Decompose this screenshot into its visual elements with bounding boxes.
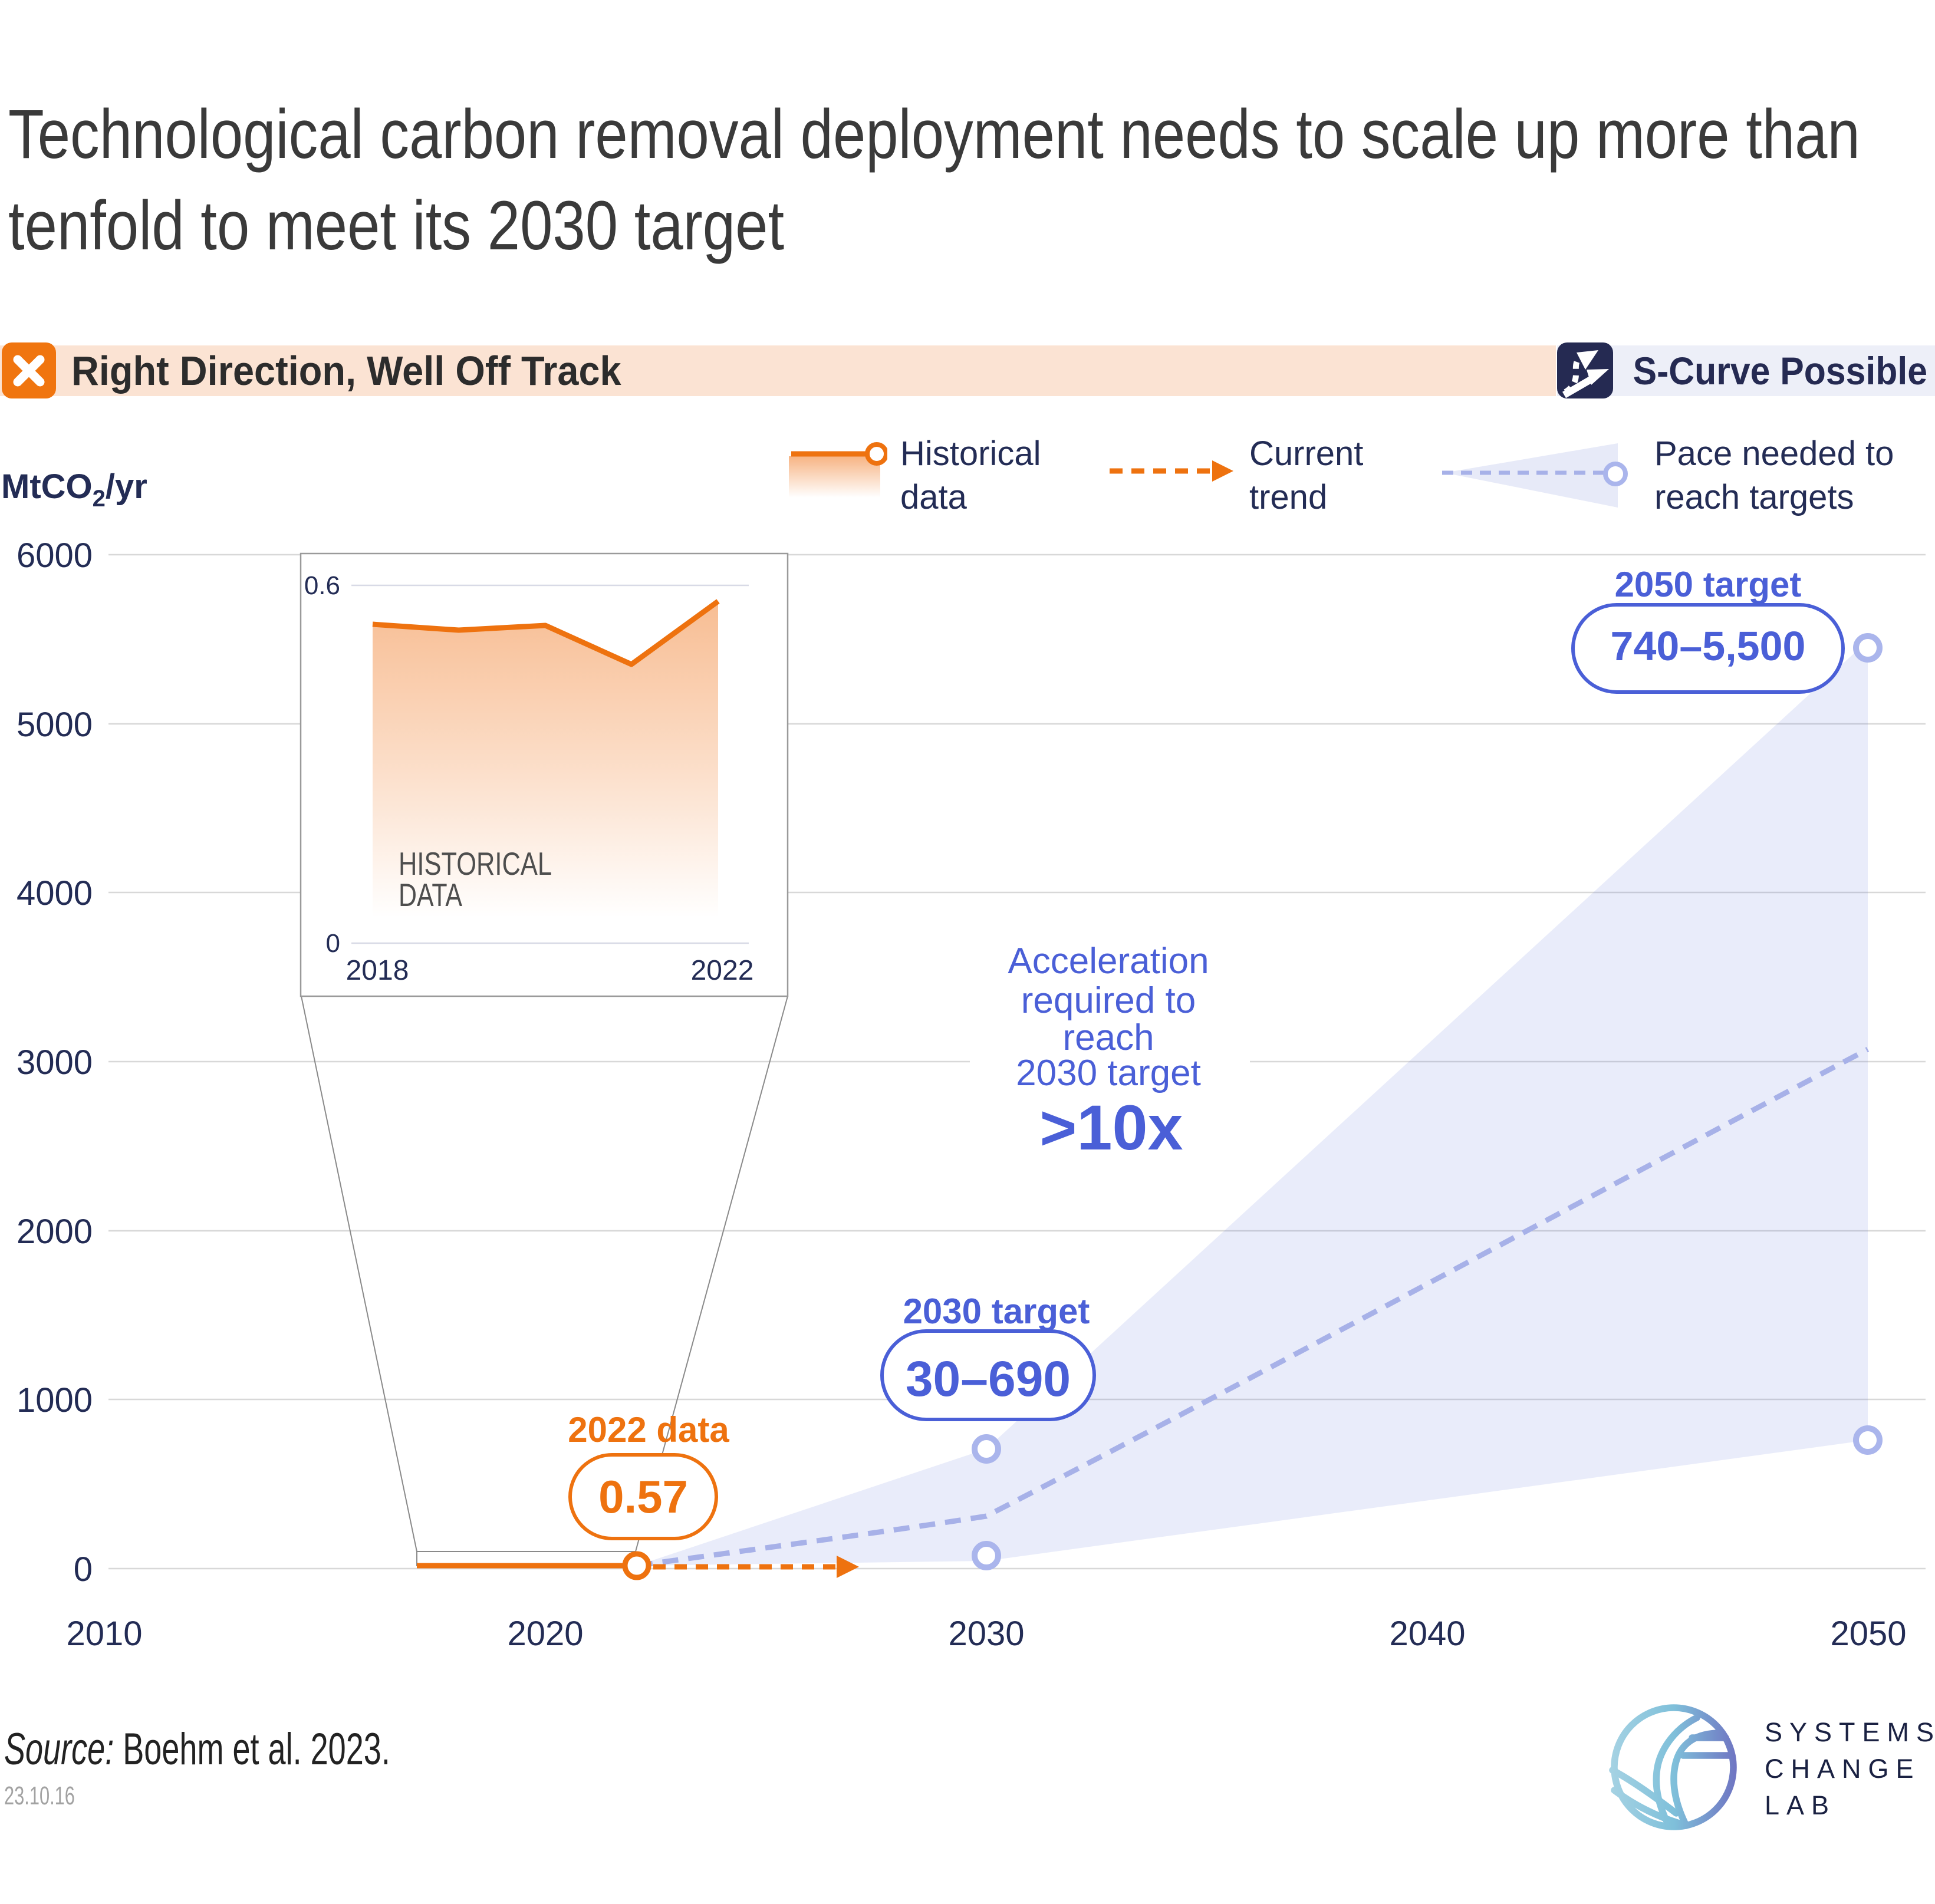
svg-text:5000: 5000 <box>17 706 93 744</box>
svg-text:CHANGE: CHANGE <box>1765 1754 1921 1784</box>
svg-text:DATA: DATA <box>399 877 462 913</box>
svg-text:0: 0 <box>74 1550 93 1589</box>
svg-text:1000: 1000 <box>17 1381 93 1419</box>
svg-text:2040: 2040 <box>1389 1615 1465 1653</box>
svg-text:0.57: 0.57 <box>598 1471 688 1523</box>
svg-text:Acceleration: Acceleration <box>1008 941 1209 981</box>
svg-text:2022: 2022 <box>691 955 754 986</box>
svg-text:required to: required to <box>1021 980 1196 1021</box>
svg-text:reach: reach <box>1062 1017 1154 1058</box>
svg-text:6000: 6000 <box>17 536 93 575</box>
svg-text:MtCO2/yr: MtCO2/yr <box>1 467 147 512</box>
svg-text:2030 target: 2030 target <box>1016 1053 1201 1093</box>
svg-text:>10x: >10x <box>1039 1092 1183 1163</box>
svg-text:2000: 2000 <box>17 1213 93 1251</box>
svg-text:2030: 2030 <box>948 1615 1024 1653</box>
svg-text:2050 target: 2050 target <box>1615 565 1802 604</box>
svg-text:LAB: LAB <box>1765 1790 1836 1820</box>
svg-text:2050: 2050 <box>1830 1615 1906 1653</box>
svg-text:2022 data: 2022 data <box>568 1410 729 1450</box>
svg-text:2020: 2020 <box>507 1615 583 1653</box>
svg-text:3000: 3000 <box>17 1043 93 1082</box>
svg-text:HISTORICAL: HISTORICAL <box>399 845 552 882</box>
svg-text:SYSTEMS: SYSTEMS <box>1765 1717 1935 1747</box>
svg-text:2030 target: 2030 target <box>903 1292 1090 1331</box>
svg-text:4000: 4000 <box>17 874 93 913</box>
svg-text:0.6: 0.6 <box>304 571 340 600</box>
svg-text:2010: 2010 <box>66 1615 142 1653</box>
svg-text:2018: 2018 <box>346 955 409 986</box>
svg-text:0: 0 <box>326 929 340 958</box>
svg-text:740–5,500: 740–5,500 <box>1611 623 1806 669</box>
svg-text:30–690: 30–690 <box>906 1351 1071 1406</box>
